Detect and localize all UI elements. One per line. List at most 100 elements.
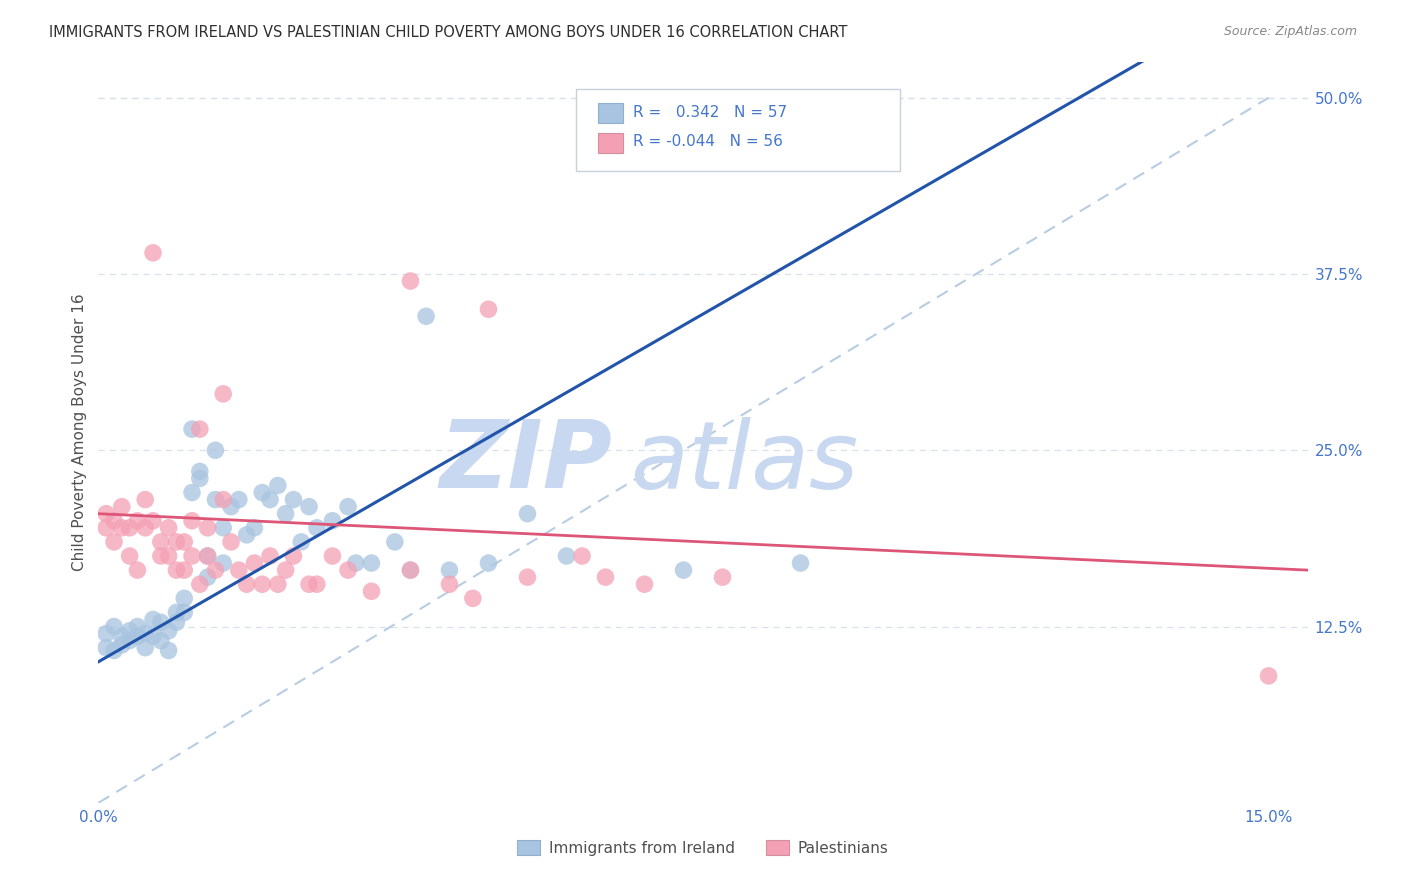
Point	[439, 577, 461, 591]
Text: R =   0.342   N = 57: R = 0.342 N = 57	[633, 105, 787, 120]
Point	[127, 563, 149, 577]
Point	[118, 549, 141, 563]
Point	[477, 302, 499, 317]
Point	[415, 310, 437, 324]
Point	[212, 492, 235, 507]
Text: Source: ZipAtlas.com: Source: ZipAtlas.com	[1223, 25, 1357, 38]
Point	[399, 563, 422, 577]
Point	[283, 492, 305, 507]
Point	[111, 638, 134, 652]
Point	[188, 464, 211, 478]
Point	[188, 422, 211, 436]
Point	[134, 492, 156, 507]
Point	[228, 492, 250, 507]
Point	[173, 535, 195, 549]
Point	[399, 274, 422, 288]
Point	[321, 514, 343, 528]
Point	[461, 591, 484, 606]
Point	[219, 535, 242, 549]
Point	[204, 443, 226, 458]
Point	[298, 500, 321, 514]
Point	[204, 492, 226, 507]
Point	[118, 521, 141, 535]
Point	[439, 563, 461, 577]
Point	[118, 624, 141, 638]
Point	[321, 549, 343, 563]
Point	[149, 535, 172, 549]
Point	[127, 619, 149, 633]
Point	[142, 612, 165, 626]
Point	[290, 535, 312, 549]
Point	[305, 521, 328, 535]
Point	[127, 629, 149, 643]
Point	[96, 507, 118, 521]
Point	[384, 535, 406, 549]
Point	[188, 471, 211, 485]
Point	[111, 521, 134, 535]
Text: atlas: atlas	[630, 417, 859, 508]
Point	[252, 577, 274, 591]
Point	[197, 521, 219, 535]
Point	[212, 387, 235, 401]
Point	[595, 570, 617, 584]
Point	[134, 640, 156, 655]
Point	[305, 577, 328, 591]
Point	[259, 492, 281, 507]
Point	[165, 563, 187, 577]
Point	[181, 422, 204, 436]
Point	[103, 514, 125, 528]
Point	[96, 640, 118, 655]
Point	[267, 577, 290, 591]
Point	[252, 485, 274, 500]
Point	[571, 549, 593, 563]
Text: R = -0.044   N = 56: R = -0.044 N = 56	[633, 135, 783, 149]
Point	[477, 556, 499, 570]
Point	[1257, 669, 1279, 683]
Point	[399, 563, 422, 577]
Point	[228, 563, 250, 577]
Point	[197, 549, 219, 563]
Point	[142, 245, 165, 260]
Y-axis label: Child Poverty Among Boys Under 16: Child Poverty Among Boys Under 16	[72, 293, 87, 572]
Point	[181, 549, 204, 563]
Point	[165, 615, 187, 630]
Point	[157, 643, 180, 657]
Point	[204, 563, 226, 577]
Point	[267, 478, 290, 492]
Point	[789, 556, 811, 570]
Point	[274, 507, 297, 521]
Point	[243, 521, 266, 535]
Point	[96, 626, 118, 640]
Point	[219, 500, 242, 514]
Point	[149, 633, 172, 648]
Point	[672, 563, 695, 577]
Point	[165, 535, 187, 549]
Point	[118, 633, 141, 648]
Point	[111, 629, 134, 643]
Point	[283, 549, 305, 563]
Text: IMMIGRANTS FROM IRELAND VS PALESTINIAN CHILD POVERTY AMONG BOYS UNDER 16 CORRELA: IMMIGRANTS FROM IRELAND VS PALESTINIAN C…	[49, 25, 848, 40]
Point	[142, 629, 165, 643]
Point	[157, 624, 180, 638]
Point	[181, 485, 204, 500]
Point	[274, 563, 297, 577]
Point	[555, 549, 578, 563]
Point	[360, 556, 382, 570]
Point	[243, 556, 266, 570]
Point	[96, 521, 118, 535]
Point	[344, 556, 367, 570]
Point	[149, 615, 172, 630]
Point	[197, 570, 219, 584]
Point	[103, 643, 125, 657]
Point	[142, 514, 165, 528]
Point	[157, 549, 180, 563]
Point	[149, 549, 172, 563]
Point	[134, 521, 156, 535]
Point	[516, 570, 538, 584]
Point	[173, 563, 195, 577]
Point	[212, 556, 235, 570]
Point	[173, 606, 195, 620]
Text: ZIP: ZIP	[440, 417, 613, 508]
Point	[134, 626, 156, 640]
Point	[212, 521, 235, 535]
